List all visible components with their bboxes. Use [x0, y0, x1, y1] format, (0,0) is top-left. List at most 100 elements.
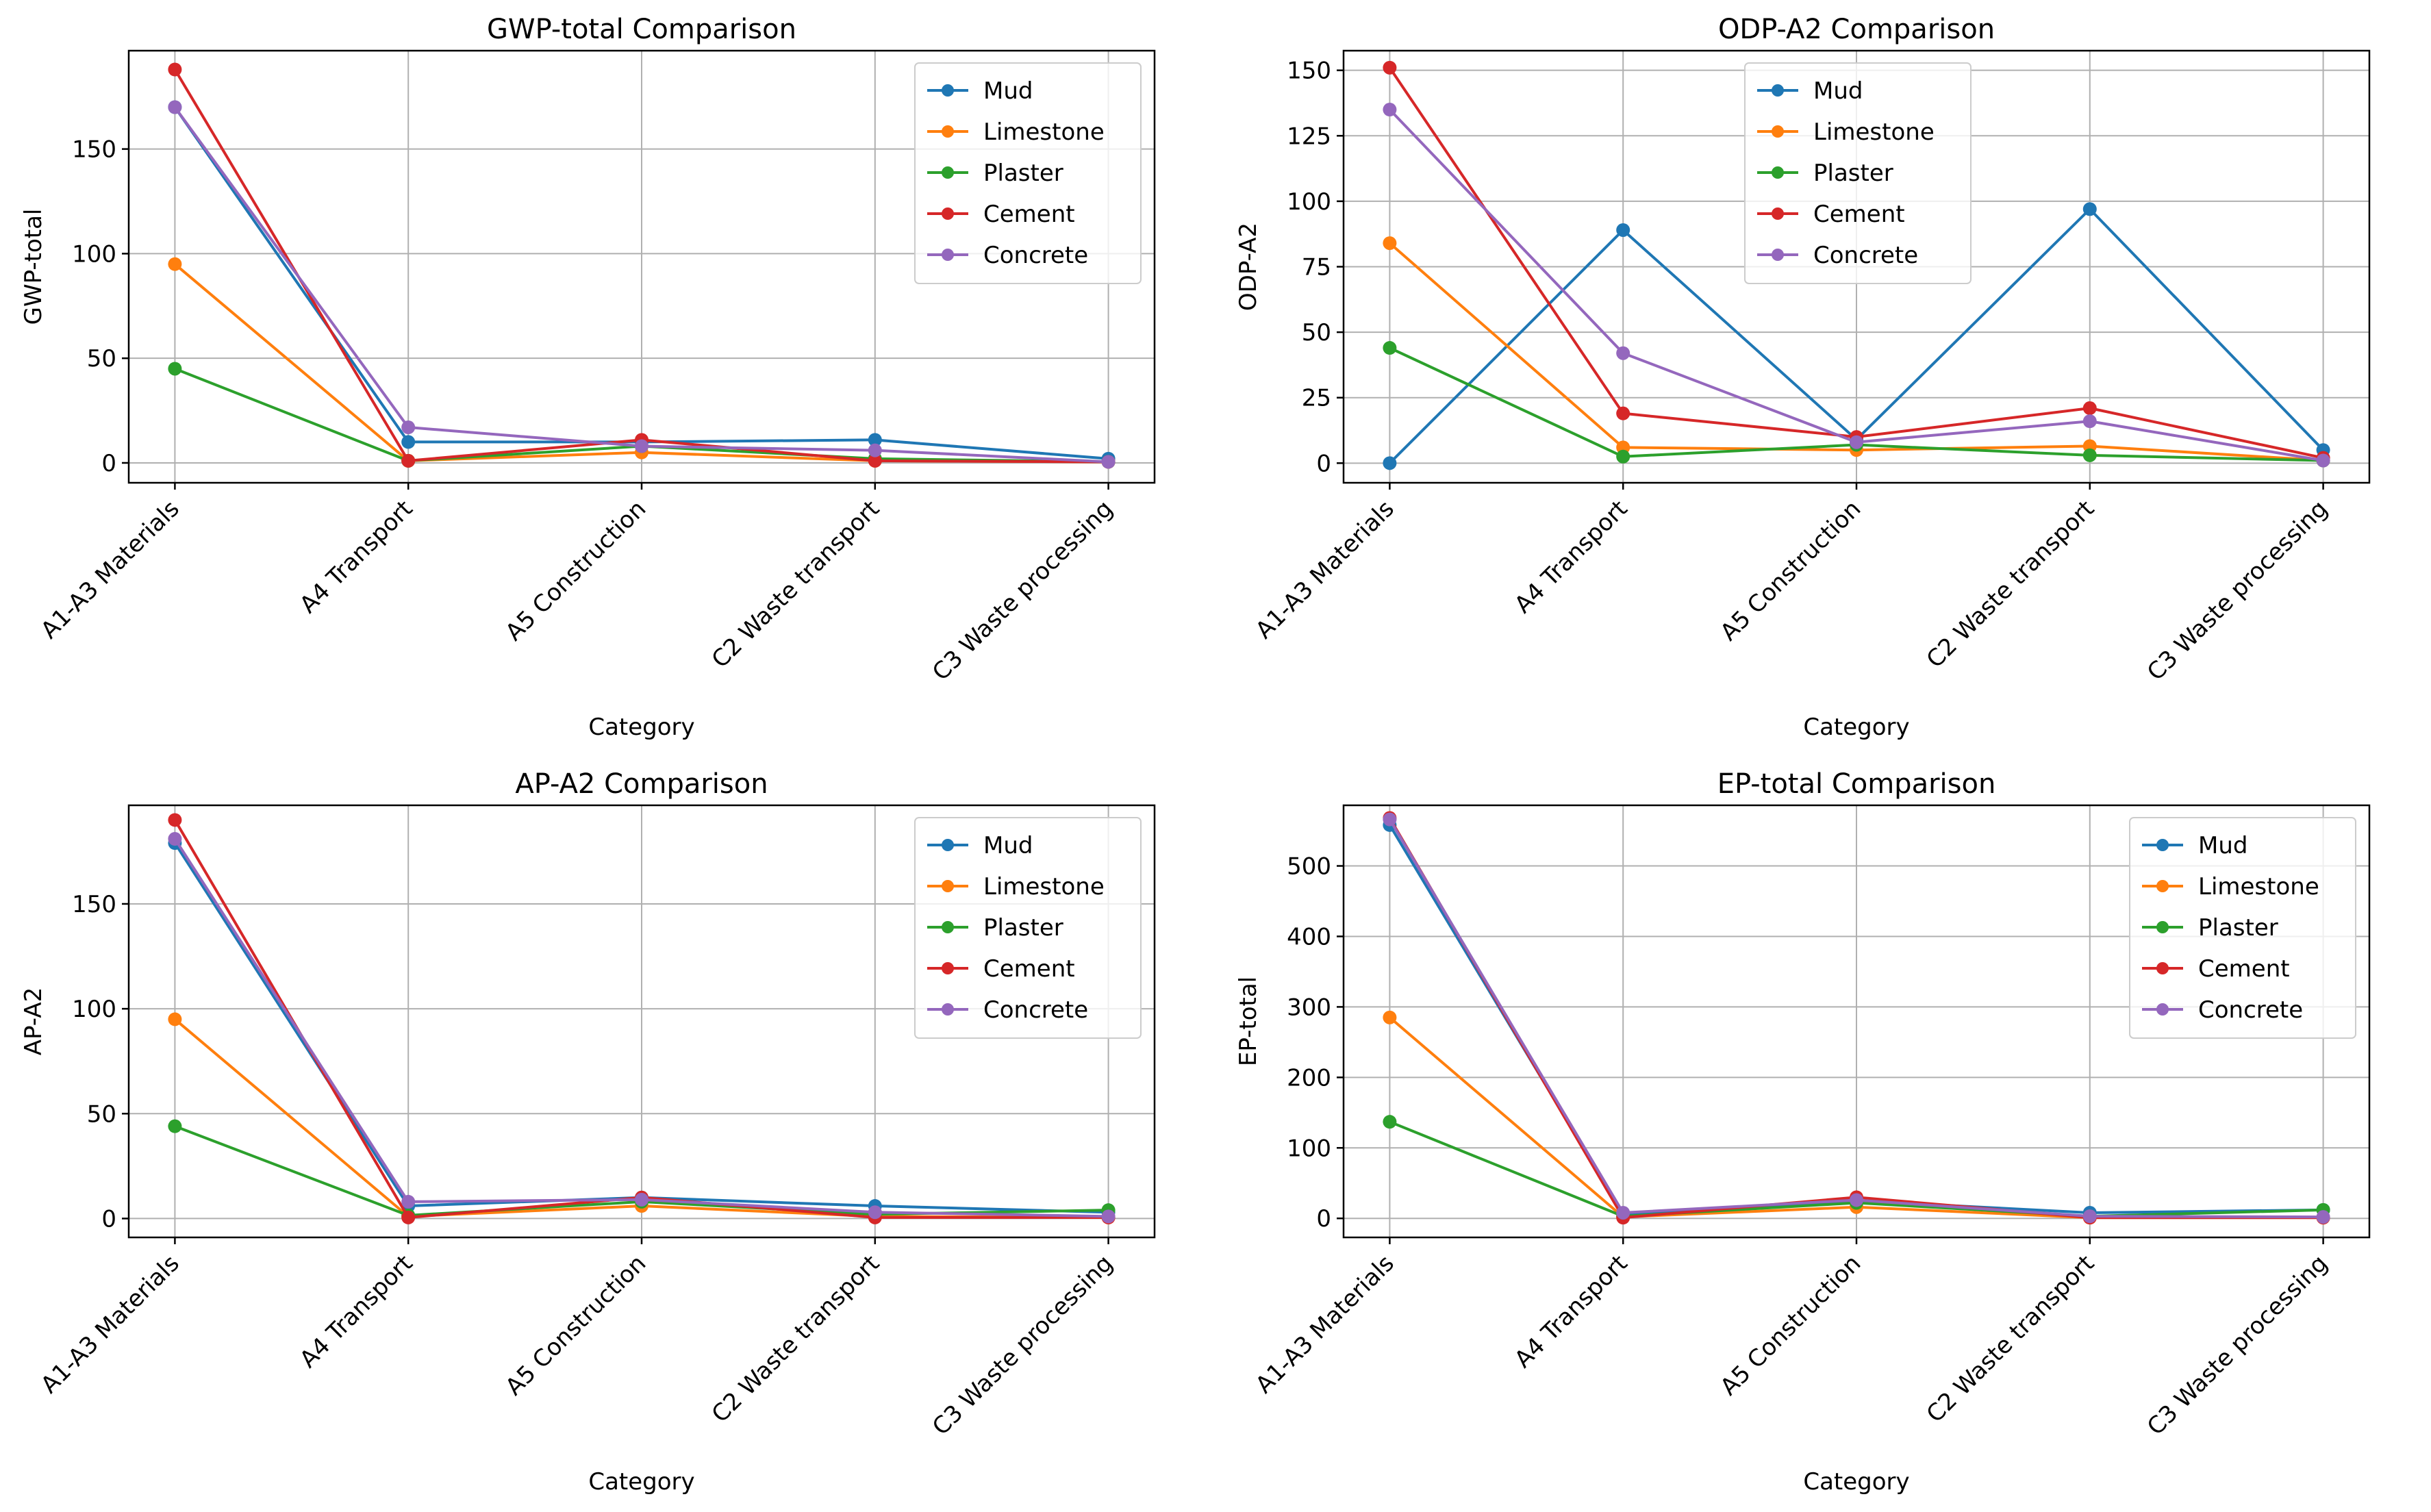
data-point [2082, 202, 2097, 216]
legend-entry-mud: Mud [2142, 832, 2247, 859]
y-tick-label: 200 [1287, 1064, 1331, 1092]
y-axis-label: GWP-total [20, 209, 47, 325]
series-concrete [168, 832, 1116, 1224]
legend-label: Limestone [983, 118, 1105, 146]
legend-label: Concrete [2198, 996, 2303, 1024]
y-axis-label: AP-A2 [20, 987, 47, 1055]
legend-label: Limestone [2198, 873, 2319, 900]
legend-label: Cement [983, 201, 1075, 228]
y-tick-label: 0 [1316, 450, 1331, 477]
legend-label: Limestone [1813, 118, 1935, 146]
data-point [168, 832, 182, 846]
legend-entry-plaster: Plaster [927, 914, 1063, 942]
data-point [1383, 60, 1397, 75]
legend-frame [1744, 62, 1972, 284]
data-point [1383, 1115, 1397, 1129]
series-concrete [1383, 812, 2330, 1224]
data-point [401, 1210, 416, 1224]
data-point [168, 362, 182, 376]
legend: Mud Limestone Plaster Cement Concrete [2129, 817, 2356, 1039]
data-point [1616, 346, 1630, 360]
data-point [1383, 1010, 1397, 1024]
data-point [1101, 455, 1116, 469]
data-point [1616, 449, 1630, 464]
data-point [168, 62, 182, 77]
data-point [868, 453, 882, 468]
data-point [1383, 341, 1397, 355]
data-point [168, 100, 182, 114]
data-point [1101, 1209, 1116, 1224]
legend-entry-mud: Mud [1757, 77, 1863, 105]
y-tick-label: 0 [101, 450, 116, 477]
data-point [2316, 453, 2330, 468]
data-point [868, 1205, 882, 1220]
plot-frame [1342, 49, 2371, 484]
data-point [168, 1012, 182, 1026]
data-point [635, 1192, 648, 1207]
legend-label: Plaster [2198, 914, 2278, 942]
legend-entry-plaster: Plaster [2142, 914, 2278, 942]
chart-title: GWP-total Comparison [487, 14, 796, 45]
data-point [2082, 414, 2097, 429]
legend: Mud Limestone Plaster Cement Concrete [914, 62, 1142, 284]
legend-entry-cement: Cement [1757, 201, 1905, 228]
legend-entry-concrete: Concrete [2142, 996, 2303, 1024]
legend-entry-plaster: Plaster [1757, 160, 1893, 187]
legend-entry-mud: Mud [927, 832, 1033, 859]
legend-entry-mud: Mud [927, 77, 1033, 105]
data-point [1383, 812, 1397, 827]
y-tick-label: 500 [1287, 853, 1331, 881]
series-concrete [168, 100, 1116, 469]
y-tick-label: 150 [72, 891, 116, 918]
legend-frame [2129, 817, 2356, 1039]
data-point [1383, 103, 1397, 117]
plot-frame [1342, 804, 2371, 1239]
legend: Mud Limestone Plaster Cement Concrete [914, 817, 1142, 1039]
legend-label: Concrete [983, 242, 1088, 269]
data-point [2082, 401, 2097, 416]
legend-label: Mud [983, 77, 1033, 105]
legend-label: Cement [1813, 201, 1905, 228]
data-point [168, 257, 182, 271]
y-tick-label: 0 [101, 1205, 116, 1233]
legend: Mud Limestone Plaster Cement Concrete [1744, 62, 1972, 284]
y-tick-label: 150 [1287, 58, 1331, 85]
legend-label: Plaster [983, 914, 1063, 942]
x-axis-label: Category [1803, 714, 1909, 741]
data-point [1383, 236, 1397, 251]
plot-frame [127, 804, 1156, 1239]
legend-label: Plaster [983, 160, 1063, 187]
legend-entry-limestone: Limestone [2142, 873, 2319, 900]
y-tick-label: 400 [1287, 923, 1331, 950]
data-point [401, 420, 416, 435]
plot-frame [127, 49, 1156, 484]
x-axis-label: Category [588, 1468, 694, 1496]
legend-label: Mud [1813, 77, 1863, 105]
legend-entry-cement: Cement [2142, 955, 2290, 983]
y-tick-label: 100 [72, 996, 116, 1023]
chart-title: AP-A2 Comparison [515, 768, 768, 800]
data-point [868, 443, 882, 457]
legend-label: Concrete [1813, 242, 1918, 269]
data-point [635, 439, 648, 453]
data-point [401, 1194, 416, 1209]
data-point [868, 433, 882, 447]
data-point [1616, 223, 1630, 237]
legend-label: Mud [2198, 832, 2247, 859]
y-tick-label: 150 [72, 136, 116, 164]
data-point [1616, 406, 1630, 420]
data-point [1850, 1193, 1863, 1207]
y-tick-label: 300 [1287, 994, 1331, 1021]
data-point [1383, 456, 1397, 470]
data-point [1616, 1205, 1630, 1220]
x-axis-label: Category [1803, 1468, 1909, 1496]
data-point [401, 435, 416, 449]
legend-label: Plaster [1813, 160, 1893, 187]
legend-label: Limestone [983, 873, 1105, 900]
y-tick-label: 125 [1287, 123, 1331, 150]
y-tick-label: 50 [87, 1100, 116, 1128]
y-tick-label: 50 [1302, 319, 1331, 346]
legend-frame [914, 817, 1142, 1039]
y-tick-label: 50 [87, 345, 116, 373]
